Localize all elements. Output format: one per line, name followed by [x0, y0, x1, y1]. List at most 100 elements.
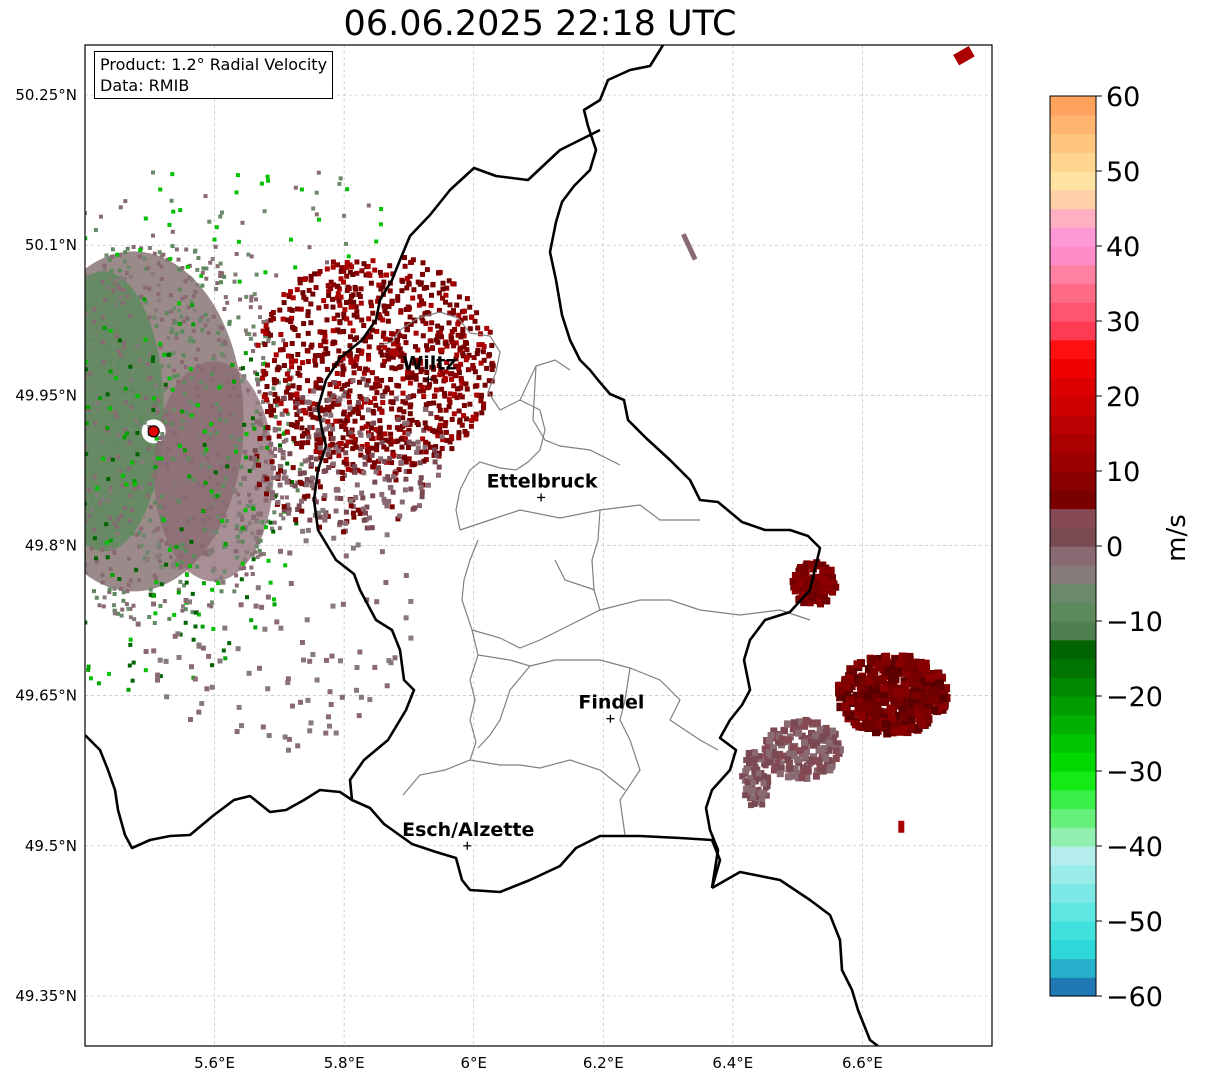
echo-pixel: [837, 691, 846, 700]
echo-pixel: [135, 344, 140, 349]
echo-pixel: [284, 371, 290, 377]
echo-pixel: [253, 625, 258, 630]
echo-pixel: [203, 508, 208, 513]
echo-pixel: [340, 355, 346, 361]
echo-pixel: [403, 573, 409, 578]
echo-pixel: [332, 380, 337, 386]
echo-pixel: [385, 474, 391, 480]
echo-pixel: [238, 602, 244, 608]
colorbar-swatch: [1050, 902, 1096, 922]
echo-pixel: [215, 482, 220, 487]
echo-pixel: [214, 225, 219, 230]
echo-pixel: [31, 358, 35, 362]
echo-pixel: [240, 561, 245, 566]
echo-pixel: [317, 524, 322, 530]
echo-pixel: [274, 403, 279, 408]
echo-pixel: [423, 425, 429, 431]
echo-pixel: [307, 517, 313, 523]
echo-pixel: [297, 467, 302, 472]
colorbar-swatch: [1050, 658, 1096, 678]
echo-pixel: [158, 674, 163, 679]
echo-pixel: [399, 288, 405, 294]
echo-pixel: [203, 323, 208, 328]
echo-pixel: [378, 286, 384, 292]
colorbar-swatch: [1050, 171, 1096, 191]
echo-pixel: [331, 339, 337, 345]
echo-pixel: [793, 572, 800, 580]
echo-pixel: [251, 324, 256, 329]
echo-pixel: [424, 267, 430, 273]
echo-pixel: [126, 687, 131, 692]
echo-pixel: [809, 565, 817, 573]
echo-pixel: [352, 406, 358, 412]
echo-pixel: [186, 456, 191, 461]
echo-pixel: [249, 618, 254, 623]
echo-pixel: [291, 326, 297, 332]
colorbar-swatch: [1050, 621, 1096, 641]
echo-pixel: [190, 303, 195, 308]
echo-pixel: [286, 383, 291, 388]
echo-pixel: [18, 619, 22, 623]
echo-pixel: [873, 701, 882, 710]
echo-pixel: [454, 302, 460, 308]
colorbar-tick-label: 60: [1106, 82, 1140, 113]
echo-pixel: [479, 410, 485, 416]
echo-pixel: [393, 477, 399, 483]
echo-pixel: [112, 603, 116, 608]
echo-pixel: [33, 443, 37, 447]
echo-pixel: [907, 723, 916, 732]
echo-pixel: [96, 282, 101, 286]
echo-pixel: [872, 728, 880, 737]
echo-pixel: [72, 583, 76, 587]
echo-pixel: [429, 320, 435, 326]
echo-pixel: [298, 306, 304, 312]
echo-pixel: [355, 348, 361, 353]
echo-pixel: [801, 738, 808, 746]
echo-pixel: [247, 521, 252, 526]
echo-pixel: [907, 661, 915, 670]
echo-pixel: [170, 172, 175, 177]
echo-pixel: [108, 328, 113, 333]
echo-pixel: [106, 328, 110, 333]
echo-pixel: [101, 360, 106, 365]
echo-pixel: [266, 435, 272, 441]
echo-pixel: [292, 483, 298, 489]
echo-pixel: [162, 505, 167, 510]
echo-pixel: [172, 612, 177, 617]
echo-pixel: [272, 358, 277, 363]
echo-pixel: [95, 401, 100, 406]
echo-pixel: [906, 679, 915, 688]
echo-pixel: [417, 460, 423, 466]
echo-pixel: [409, 259, 414, 265]
echo-pixel: [222, 339, 227, 344]
echo-pixel: [166, 336, 171, 341]
echo-pixel: [219, 575, 223, 580]
echo-pixel: [285, 317, 291, 323]
echo-pixel: [263, 334, 268, 339]
echo-pixel: [406, 428, 412, 433]
echo-pixel: [180, 494, 185, 499]
echo-pixel: [158, 341, 163, 346]
echo-pixel: [195, 283, 200, 288]
echo-pixel: [773, 758, 781, 766]
echo-pixel: [4, 383, 8, 387]
echo-pixel: [228, 393, 233, 398]
echo-pixel: [874, 707, 883, 716]
echo-pixel: [212, 237, 217, 242]
echo-pixel: [869, 695, 878, 704]
colorbar-swatch: [1050, 339, 1096, 360]
echo-pixel: [179, 560, 184, 565]
echo-pixel: [31, 362, 35, 366]
echo-pixel: [300, 395, 306, 401]
info-box: Product: 1.2° Radial Velocity Data: RMIB: [94, 51, 334, 99]
echo-pixel: [933, 671, 942, 680]
echo-pixel: [369, 435, 374, 441]
echo-pixel: [377, 425, 383, 431]
echo-pixel: [200, 543, 205, 548]
echo-pixel: [233, 272, 238, 277]
echo-pixel: [402, 421, 408, 427]
echo-pixel: [350, 272, 356, 277]
echo-pixel: [40, 484, 44, 488]
echo-pixel: [223, 341, 228, 346]
echo-pixel: [326, 465, 332, 470]
